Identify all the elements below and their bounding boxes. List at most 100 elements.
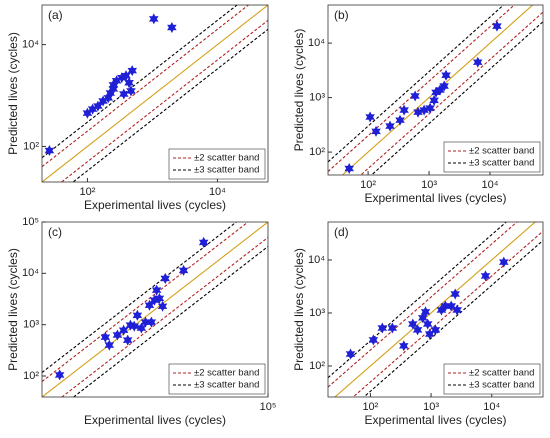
data-point — [154, 292, 165, 304]
band-line — [328, 222, 508, 379]
data-point — [368, 334, 379, 346]
data-point — [144, 299, 155, 311]
data-point — [435, 84, 445, 96]
band-line — [61, 237, 268, 397]
x-axis-label: Experimental lives (cycles) — [84, 413, 226, 427]
data-point — [140, 316, 151, 328]
data-point — [419, 104, 429, 116]
data-point — [111, 75, 122, 87]
band-line — [370, 21, 543, 175]
data-point — [93, 100, 103, 112]
reference-lines — [42, 5, 268, 182]
y-tick-label: 10² — [309, 360, 325, 372]
band-line — [328, 5, 516, 172]
legend-box — [443, 363, 541, 395]
legend-box — [168, 148, 266, 180]
y-tick-label: 10² — [309, 146, 325, 158]
y-tick-label: 10⁴ — [308, 37, 325, 49]
data-point — [127, 65, 137, 77]
legend-label: ±2 scatter band — [469, 368, 534, 379]
y-axis-label: Predicted lives (cycles) — [6, 32, 20, 155]
data-point — [112, 329, 123, 341]
y-axis-label: Predicted lives (cycles) — [292, 29, 306, 152]
y-axis-label: Predicted lives (cycles) — [292, 248, 306, 371]
band-line — [42, 5, 238, 159]
y-tick-label: 10³ — [309, 307, 325, 319]
x-tick-label: 10³ — [423, 401, 439, 413]
y-tick-label: 10⁴ — [22, 267, 39, 279]
data-point — [399, 104, 409, 116]
y-tick-label: 10⁵ — [22, 216, 39, 228]
x-tick-label: 10⁴ — [482, 179, 499, 191]
y-tick-label: 10⁴ — [308, 254, 325, 266]
panel-label: (d) — [334, 225, 349, 239]
band-line — [72, 246, 268, 397]
data-point — [425, 328, 435, 340]
data-point — [441, 69, 451, 81]
band-line — [72, 28, 268, 182]
data-point — [82, 107, 93, 119]
legend-label: ±3 scatter band — [194, 380, 259, 391]
band-line — [328, 222, 518, 388]
band-line — [42, 5, 250, 168]
x-tick-label: 10² — [79, 186, 95, 198]
data-point — [385, 120, 395, 132]
data-point — [122, 334, 133, 346]
data-point — [429, 94, 439, 106]
axes-frame — [327, 4, 544, 176]
data-point — [446, 300, 456, 312]
axes-frame — [327, 221, 544, 398]
legend-box — [443, 141, 541, 173]
x-axis-label: Experimental lives (cycles) — [364, 191, 506, 205]
data-point — [132, 309, 143, 321]
data-point — [44, 145, 55, 156]
band-line — [42, 222, 238, 373]
data-point — [387, 322, 398, 334]
data-point — [198, 236, 209, 248]
axes-frame — [41, 221, 269, 398]
data-point — [410, 90, 420, 102]
data-point — [408, 318, 418, 330]
data-point — [121, 70, 131, 82]
band-line — [42, 222, 249, 382]
data-point — [136, 322, 147, 334]
data-point — [125, 319, 136, 331]
data-point — [87, 103, 98, 115]
y-tick-label: 10³ — [309, 92, 325, 104]
data-point — [118, 324, 129, 336]
band-line — [60, 19, 268, 182]
data-point — [149, 13, 159, 25]
data-point — [178, 264, 189, 276]
data-point — [344, 163, 354, 174]
data-point — [100, 331, 111, 343]
data-point — [108, 79, 119, 91]
data-point — [151, 284, 162, 296]
data-point — [365, 111, 375, 123]
data-point — [439, 80, 449, 92]
legend-label: ±2 scatter band — [469, 146, 534, 157]
data-point — [345, 348, 356, 360]
x-tick-label: 10² — [362, 401, 378, 413]
y-tick-label: 10² — [23, 370, 39, 382]
data-point — [418, 312, 428, 324]
x-tick-label: 10⁴ — [209, 186, 226, 198]
legend-label: ±3 scatter band — [469, 158, 534, 169]
data-point — [146, 316, 157, 328]
legend-box — [168, 363, 266, 395]
data-point — [430, 324, 441, 336]
data-point — [450, 288, 460, 300]
x-axis-label: Experimental lives (cycles) — [84, 198, 226, 212]
data-point — [119, 88, 129, 100]
data-point — [420, 306, 431, 318]
diagonal-line — [42, 222, 268, 397]
data-point — [422, 318, 433, 330]
panel-label: (a) — [48, 8, 63, 22]
data-point — [499, 256, 509, 268]
data-point — [492, 20, 502, 32]
data-point — [480, 270, 491, 282]
data-point — [124, 77, 134, 89]
panel-label: (b) — [334, 8, 349, 22]
x-tick-label: 10⁴ — [483, 401, 500, 413]
data-point — [371, 125, 381, 137]
axes-frame — [41, 4, 269, 183]
